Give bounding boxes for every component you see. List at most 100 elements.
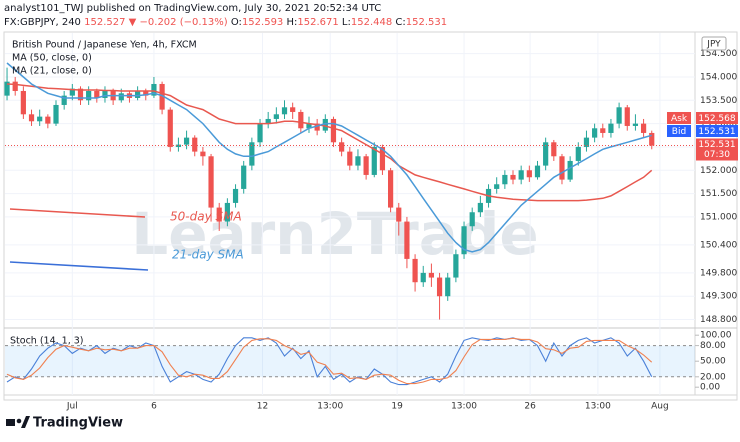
candle-body [526,170,532,178]
bid-label[interactable]: Bid [672,127,686,137]
y-tick-label: 153.000 [700,119,737,129]
candle-body [624,107,630,126]
x-tick-label: 19 [391,402,403,412]
ohlc-key: C: [395,17,405,28]
candle-body [143,90,149,96]
y-tick-label: 150.400 [700,240,737,250]
candle-body [86,90,92,101]
candle-body [224,202,230,222]
logo-part [16,418,22,424]
candle-body [167,109,173,147]
stoch-band [5,345,695,377]
candle-body [273,114,279,119]
candle-body [94,90,100,98]
ohlc-value: 152.671 [297,17,338,28]
x-tick-label: 6 [151,402,157,412]
candle-body [649,132,655,146]
last-price-box [696,138,738,161]
y-tick-label: 80.00 [700,341,726,351]
candle-body [45,116,51,124]
candle-body [494,184,500,189]
candle-body [453,254,459,278]
countdown: 07:30 [704,150,730,160]
candle-body [135,90,141,98]
candle-body [290,107,296,112]
legend-entry: MA (50, close, 0) [12,53,92,64]
candle-body [159,83,165,110]
ohlc-key: H: [286,17,297,28]
candle-body [543,142,549,166]
ask-tag [667,112,691,124]
candle-body [371,146,377,175]
candle-body [183,137,190,145]
symbol: FX:GBPJPY, 240 [4,17,81,28]
candle-body [4,81,10,96]
annotation: 50-day SMA [170,210,242,224]
legend-entry: MA (21, close, 0) [12,66,92,77]
logo-part [6,419,15,426]
candle-body [461,226,467,255]
ohlc-value: 152.448 [351,17,392,28]
candle-body [12,81,18,91]
candle-body [28,114,35,122]
candle-body [445,277,451,297]
candle-body [347,151,353,166]
candle-body [330,118,337,143]
candle-body [608,123,614,133]
candle-body [208,156,214,208]
candle-body [53,104,59,124]
moving-average [6,62,652,253]
y-tick-label: 152.000 [700,166,737,176]
candle-body [232,188,239,203]
candle-body [314,123,320,131]
change: 152.527 ▼ −0.202 (−0.13%) [84,17,228,28]
x-tick-label: Jul [66,402,78,412]
candle-body [298,111,304,129]
candle-body [600,128,606,133]
y-tick-label: 149.300 [700,292,737,302]
candle-body [249,142,255,166]
candle-body [420,272,426,283]
ask-label[interactable]: Ask [671,114,688,124]
candle-body [69,88,75,96]
candle-body [534,165,541,178]
candle-body [412,258,418,283]
candle-body [355,156,361,166]
currency-box [701,36,727,51]
y-tick-label: 0.00 [700,383,720,393]
x-tick-label: 12 [257,402,268,412]
candle-body [322,118,328,131]
y-tick-label: 154.500 [700,49,737,59]
candle-body [502,174,508,185]
currency: JPY [706,40,721,50]
bid-tag [667,125,691,137]
candle-body [37,116,43,122]
watermark: Learn2Trade [131,200,538,268]
footer-logo [6,416,30,428]
candle-body [61,95,67,105]
candle-body [477,202,483,213]
stoch-line [6,337,653,385]
candle-body [175,144,182,147]
candle-body [200,151,206,157]
candle-body [20,90,26,115]
candle-body [632,123,639,126]
stoch-title: Stoch (14, 1, 3) [10,336,84,347]
ask-price: 152.568 [698,114,735,124]
last-price: 152.531 [698,140,735,150]
footer-brand[interactable]: TradingView [33,416,123,431]
candle-body [216,207,222,222]
logo-part [21,416,30,428]
candle-body [241,165,247,189]
y-tick-label: 50.00 [700,357,726,367]
ohlc-value: 152.531 [406,17,447,28]
y-tick-label: 20.00 [700,372,726,382]
ohlc-key: O: [231,17,242,28]
candle-body [151,83,157,96]
x-tick-label: 13:00 [585,402,611,412]
y-tick-label: 151.500 [700,189,737,199]
moving-average [6,83,653,202]
x-tick-label: Aug [651,402,669,412]
y-tick-label: 154.000 [700,72,737,82]
